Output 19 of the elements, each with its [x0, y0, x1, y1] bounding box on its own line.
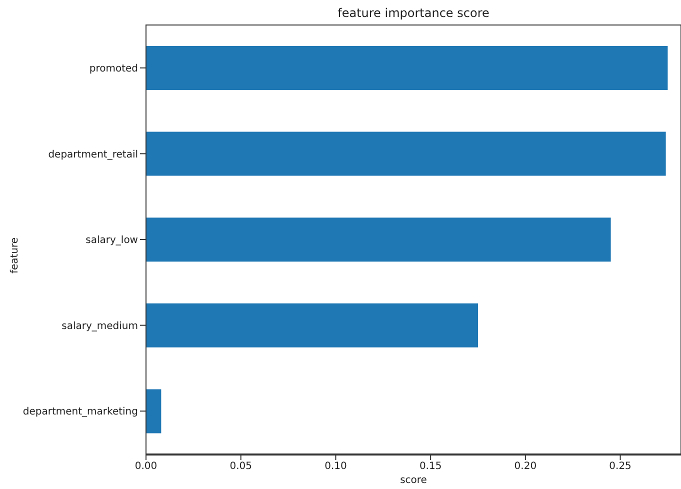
chart-title: feature importance score	[336, 6, 490, 20]
y-tick-label: department_retail	[48, 149, 138, 160]
y-tick-label: department_marketing	[22, 406, 138, 418]
y-tick-label: salary_medium	[62, 320, 138, 332]
x-tick-label: 0.00	[134, 461, 158, 472]
bar	[146, 303, 478, 348]
y-tick-label: promoted	[89, 63, 138, 74]
x-axis-title: score	[399, 475, 428, 486]
x-tick-label: 0.10	[324, 461, 347, 472]
x-tick-label: 0.05	[230, 461, 252, 472]
x-tick-label: 0.25	[609, 461, 632, 472]
x-tick-label: 0.20	[514, 461, 537, 472]
bar	[146, 389, 162, 434]
bar	[146, 132, 666, 176]
bar	[146, 218, 611, 262]
y-axis-title: feature	[10, 236, 21, 274]
y-tick-label: salary_low	[86, 235, 138, 246]
x-tick-label: 0.15	[419, 461, 442, 472]
bar	[146, 46, 668, 90]
